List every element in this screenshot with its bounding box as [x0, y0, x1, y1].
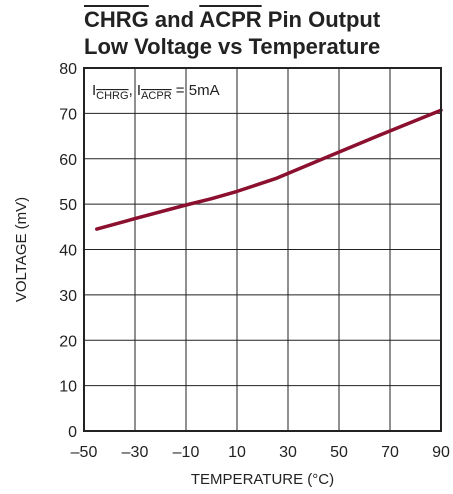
title-part-pin-output: Pin Output	[261, 7, 381, 32]
grid	[84, 68, 441, 431]
y-tick-label: 80	[59, 61, 77, 78]
y-tick-label: 70	[59, 106, 77, 123]
series-layer	[95, 108, 443, 231]
title-part-acpr: ACPR	[199, 7, 262, 32]
annot-value: = 5mA	[172, 82, 220, 99]
y-tick-label: 0	[68, 424, 77, 441]
x-tick-label: –10	[173, 444, 200, 461]
x-tick-label: 90	[432, 444, 450, 461]
y-tick-label: 10	[59, 379, 77, 396]
y-axis-label: VOLTAGE (mV)	[13, 197, 30, 302]
y-tick-label: 20	[59, 333, 77, 350]
x-tick-label: –50	[71, 444, 98, 461]
annot-i2: , I	[129, 82, 142, 99]
annot-chrg: CHRG	[96, 90, 128, 102]
annot-i1: I	[92, 82, 96, 99]
y-tick-label: 40	[59, 243, 77, 260]
series-line	[95, 108, 443, 231]
x-tick-label: 10	[228, 444, 246, 461]
annot-acpr: ACPR	[141, 90, 172, 102]
x-tick-label: 70	[381, 444, 399, 461]
y-tick-label: 50	[59, 197, 77, 214]
chart-title-line-2: Low Voltage vs Temperature	[84, 34, 381, 59]
title-part-and: and	[148, 7, 200, 32]
tick-labels: –50 –30 –10 10 30 50 70 90 0 10 20 30 40 50 60 70 80	[59, 61, 450, 461]
x-tick-label: 30	[279, 444, 297, 461]
plot-frame	[83, 67, 442, 432]
chart-annotation: ICHRG, IACPR = 5mA	[92, 82, 220, 102]
y-tick-label: 30	[59, 288, 77, 305]
x-tick-label: –30	[122, 444, 149, 461]
y-tick-label: 60	[59, 152, 77, 169]
x-tick-label: 50	[330, 444, 348, 461]
title-part-chrg: CHRG	[84, 7, 149, 32]
chart-title-line-1: CHRG and ACPR Pin Output	[84, 8, 380, 32]
x-axis-label: TEMPERATURE (°C)	[191, 471, 334, 488]
